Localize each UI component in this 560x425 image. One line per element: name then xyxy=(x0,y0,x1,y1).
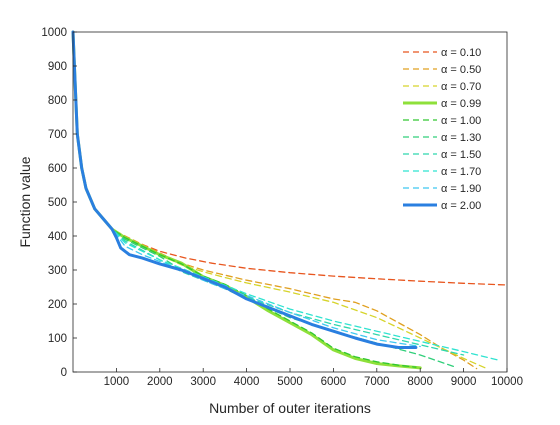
legend-label-6: α = 1.50 xyxy=(441,149,481,161)
legend-label-1: α = 0.50 xyxy=(441,64,481,76)
x-tick-label: 6000 xyxy=(321,376,347,388)
legend-label-5: α = 1.30 xyxy=(441,132,481,144)
legend-label-2: α = 0.70 xyxy=(441,81,481,93)
y-tick-label: 100 xyxy=(48,333,67,345)
y-tick-label: 0 xyxy=(61,367,67,379)
y-ticks: 0 100 200 300 400 500 600 700 800 900 1000 xyxy=(41,27,77,379)
x-axis-label: Number of outer iterations xyxy=(209,400,371,416)
x-tick-label: 10000 xyxy=(491,376,523,388)
y-tick-label: 1000 xyxy=(41,27,67,39)
x-tick-label: 5000 xyxy=(277,376,303,388)
x-tick-label: 2000 xyxy=(147,376,173,388)
x-tick-label: 9000 xyxy=(451,376,477,388)
y-tick-label: 300 xyxy=(48,265,67,277)
series-layer xyxy=(71,30,508,370)
legend-label-9: α = 2.00 xyxy=(441,200,481,212)
y-tick-label: 600 xyxy=(48,163,67,175)
y-tick-label: 700 xyxy=(48,129,67,141)
y-tick-label: 500 xyxy=(48,197,67,209)
x-tick-label: 4000 xyxy=(234,376,260,388)
legend-label-7: α = 1.70 xyxy=(441,166,481,178)
series-line-9 xyxy=(71,30,418,349)
x-ticks: 1000 2000 3000 4000 5000 6000 7000 8000 9000 1000… xyxy=(104,368,523,388)
legend: α = 0.10 α = 0.50 α = 0.70 α = 0.99 α = 1.00… xyxy=(403,47,481,212)
legend-label-8: α = 1.90 xyxy=(441,183,481,195)
x-tick-label: 7000 xyxy=(364,376,390,388)
y-tick-label: 400 xyxy=(48,231,67,243)
x-tick-label: 8000 xyxy=(407,376,433,388)
y-tick-label: 900 xyxy=(48,61,67,73)
legend-label-3: α = 0.99 xyxy=(441,98,481,110)
y-tick-label: 800 xyxy=(48,95,67,107)
y-axis-label: Function value xyxy=(17,156,33,247)
x-tick-label: 1000 xyxy=(104,376,130,388)
y-tick-label: 200 xyxy=(48,299,67,311)
legend-label-4: α = 1.00 xyxy=(441,115,481,127)
x-tick-label: 3000 xyxy=(190,376,216,388)
legend-label-0: α = 0.10 xyxy=(441,47,481,59)
